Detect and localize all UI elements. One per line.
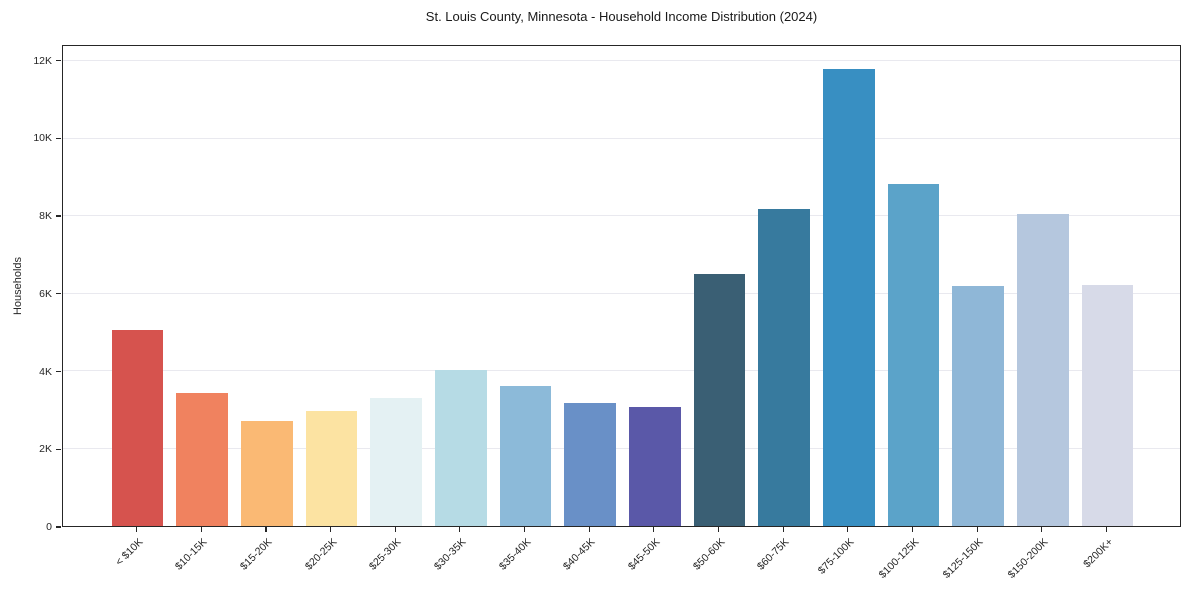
- bar-$10-15K: [176, 393, 229, 526]
- x-tick-label: $125-150K: [940, 536, 986, 581]
- bar-$75-100K: [823, 69, 875, 526]
- y-tick-label: 4K: [39, 365, 52, 378]
- x-tick-mark: [653, 527, 655, 532]
- bar-$20-25K: [305, 411, 358, 526]
- bar-$50-60K: [693, 274, 746, 526]
- x-tick-label: $40-45K: [561, 536, 598, 573]
- x-tick-mark: [329, 527, 332, 532]
- y-tick-mark: [56, 370, 61, 373]
- y-tick-label: 12K: [33, 54, 52, 67]
- x-tick-mark: [976, 527, 978, 532]
- bar-$40-45K: [564, 403, 616, 526]
- x-tick-mark: [1105, 527, 1108, 532]
- x-tick-label: $50-60K: [690, 536, 728, 573]
- x-tick-label: $30-35K: [431, 536, 469, 573]
- y-tick-mark: [56, 293, 61, 295]
- chart-title: St. Louis County, Minnesota - Household …: [425, 9, 818, 24]
- y-gridline: [63, 447, 1180, 449]
- x-tick-label: $150-200K: [1005, 536, 1051, 581]
- plot-area: [62, 45, 1181, 527]
- bar-$15-20K: [241, 421, 293, 526]
- y-tick-mark: [56, 59, 61, 62]
- x-tick-label: < $10K: [112, 536, 146, 569]
- bar-$200K+: [1081, 284, 1134, 526]
- x-tick-mark: [588, 527, 590, 532]
- x-tick-label: $60-75K: [755, 536, 792, 573]
- x-tick-mark: [523, 527, 526, 532]
- y-tick-label: 6K: [39, 287, 52, 300]
- x-tick-label: $200K+: [1080, 536, 1115, 571]
- y-tick-mark: [56, 215, 61, 217]
- x-tick-label: $10-15K: [173, 536, 210, 573]
- bar-$100-125K: [887, 183, 940, 526]
- y-gridline: [63, 370, 1180, 372]
- x-tick-mark: [1041, 527, 1043, 532]
- bar-$60-75K: [758, 208, 810, 526]
- y-tick-label: 2K: [39, 443, 52, 456]
- y-gridline: [63, 60, 1180, 62]
- x-tick-label: $75-100K: [815, 536, 857, 577]
- x-tick-mark: [200, 527, 202, 532]
- x-tick-label: $20-25K: [302, 536, 340, 573]
- y-gridline: [63, 292, 1180, 294]
- bar-< $10K: [111, 329, 164, 526]
- x-tick-label: $25-30K: [367, 536, 404, 573]
- x-tick-label: $100-125K: [876, 536, 922, 581]
- x-tick-mark: [459, 527, 461, 532]
- y-axis-label: Households: [12, 256, 24, 316]
- x-tick-mark: [782, 527, 784, 532]
- x-tick-mark: [911, 527, 914, 532]
- y-tick-mark: [56, 137, 61, 139]
- y-tick-label: 0: [46, 521, 52, 533]
- x-tick-mark: [394, 527, 396, 532]
- bar-$30-35K: [435, 370, 487, 526]
- x-tick-label: $15-20K: [237, 536, 275, 573]
- x-tick-label: $45-50K: [625, 536, 663, 573]
- y-tick-mark: [56, 526, 61, 528]
- y-tick-label: 10K: [33, 132, 52, 145]
- x-tick-mark: [136, 527, 138, 532]
- bar-$45-50K: [629, 406, 681, 526]
- y-gridline: [63, 137, 1180, 139]
- y-gridline: [63, 215, 1180, 217]
- x-tick-mark: [717, 527, 720, 532]
- y-tick-label: 8K: [39, 210, 52, 223]
- y-tick-mark: [56, 448, 61, 450]
- bar-$150-200K: [1017, 213, 1069, 526]
- bar-$125-150K: [952, 286, 1004, 526]
- x-tick-mark: [265, 527, 267, 532]
- bar-$25-30K: [370, 397, 423, 526]
- bar-$35-40K: [499, 385, 552, 526]
- x-tick-label: $35-40K: [496, 536, 534, 573]
- x-tick-mark: [847, 527, 849, 532]
